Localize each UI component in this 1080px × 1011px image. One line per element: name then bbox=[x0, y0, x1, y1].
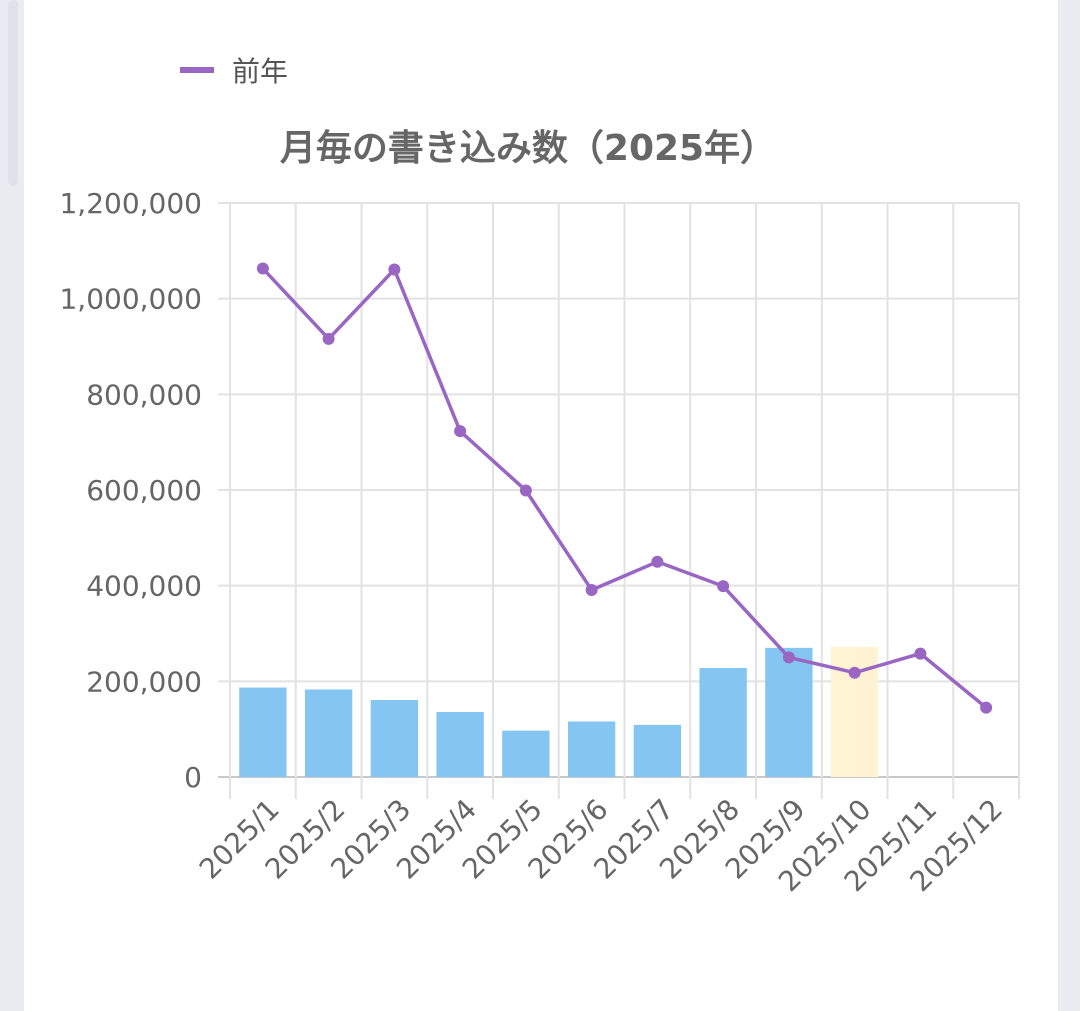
page-edge bbox=[1058, 0, 1080, 1011]
line-point[interactable] bbox=[980, 701, 993, 714]
line-point[interactable] bbox=[848, 666, 861, 679]
series-line-previous-year bbox=[261, 267, 988, 709]
line-point[interactable] bbox=[256, 262, 269, 275]
chart-title: 月毎の書き込み数（2025年） bbox=[280, 128, 776, 169]
y-tick-label: 800,000 bbox=[86, 378, 202, 411]
bar[interactable] bbox=[239, 687, 287, 777]
line-point[interactable] bbox=[717, 580, 730, 593]
bar[interactable] bbox=[633, 724, 682, 777]
line-point[interactable] bbox=[782, 651, 795, 664]
chart-bars bbox=[239, 646, 879, 777]
line-point[interactable] bbox=[585, 583, 598, 596]
chart-card bbox=[24, 0, 1058, 1011]
line-point[interactable] bbox=[651, 555, 664, 568]
y-tick-label: 0 bbox=[184, 761, 202, 794]
chart-line bbox=[256, 262, 993, 714]
y-tick-label: 1,200,000 bbox=[59, 187, 202, 220]
bar[interactable] bbox=[502, 730, 550, 777]
y-tick-label: 1,000,000 bbox=[59, 283, 202, 316]
legend-label: 前年 bbox=[232, 55, 288, 88]
line-point[interactable] bbox=[388, 263, 401, 276]
y-tick-label: 400,000 bbox=[86, 570, 202, 603]
line-point[interactable] bbox=[322, 332, 335, 345]
y-tick-label: 200,000 bbox=[86, 665, 202, 698]
line-point[interactable] bbox=[914, 647, 927, 660]
bar[interactable] bbox=[370, 699, 419, 777]
bar[interactable] bbox=[699, 667, 747, 777]
bar[interactable] bbox=[436, 711, 484, 777]
line-point[interactable] bbox=[454, 425, 467, 438]
chart-axes: 0 200,000 400,000 600,000 800,000 1,000,000 1,… bbox=[59, 187, 1009, 898]
bar[interactable] bbox=[567, 721, 616, 777]
chart-legend[interactable]: 前年 bbox=[180, 55, 288, 88]
y-tick-label: 600,000 bbox=[86, 474, 202, 507]
scrollbar-thumb[interactable] bbox=[8, 0, 18, 186]
bar[interactable] bbox=[765, 647, 813, 777]
bar[interactable] bbox=[304, 689, 353, 777]
line-point[interactable] bbox=[519, 484, 532, 497]
